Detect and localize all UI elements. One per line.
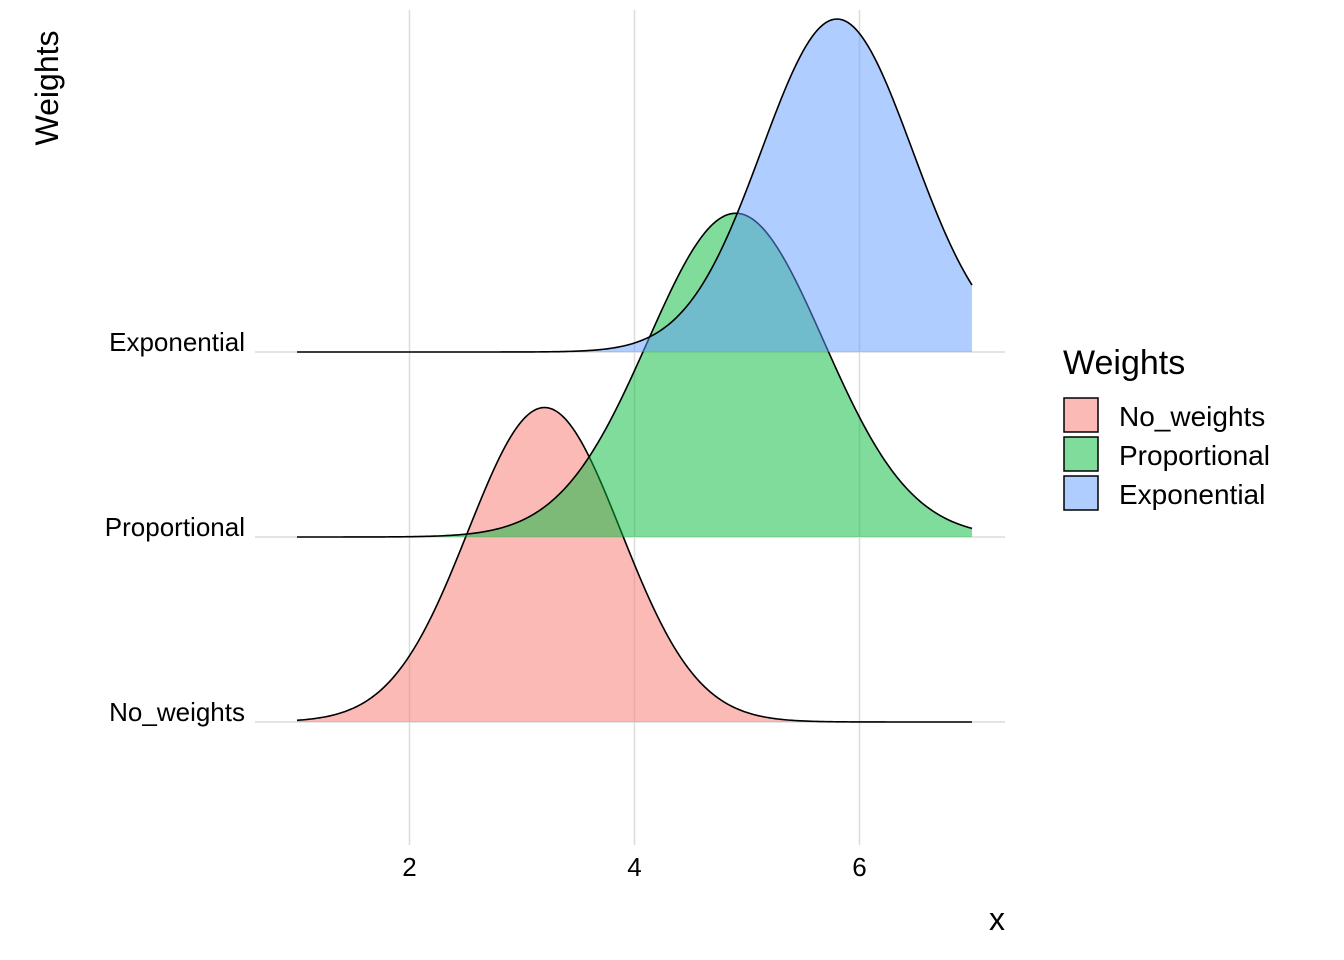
ridge-Proportional — [297, 212, 973, 538]
legend-item-No_weights: No_weights — [1063, 397, 1265, 433]
ridge-area-Proportional — [297, 213, 972, 537]
legend-label-No_weights: No_weights — [1119, 401, 1265, 432]
density-ridges — [296, 18, 973, 723]
x-tick-labels: 2 4 6 — [402, 852, 866, 882]
ridge-outline-No_weights — [296, 406, 972, 723]
ridge-Exponential — [297, 18, 973, 353]
x-axis-title: x — [989, 901, 1005, 937]
x-tick-label-4: 4 — [627, 852, 641, 882]
ridge-area-Exponential — [297, 19, 972, 352]
y-tick-labels: No_weights Proportional Exponential — [105, 327, 245, 727]
legend-swatch-No_weights — [1063, 397, 1099, 433]
y-tick-label-Exponential: Exponential — [109, 327, 245, 357]
legend: Weights No_weights Proportional Exponentia… — [1063, 344, 1270, 511]
y-tick-label-No_weights: No_weights — [109, 697, 245, 727]
x-tick-label-6: 6 — [852, 852, 866, 882]
y-tick-label-Proportional: Proportional — [105, 512, 245, 542]
ridge-No_weights — [296, 406, 972, 723]
legend-label-Proportional: Proportional — [1119, 440, 1270, 471]
legend-item-Exponential: Exponential — [1063, 475, 1265, 511]
legend-label-Exponential: Exponential — [1119, 479, 1265, 510]
legend-swatch-Proportional — [1063, 436, 1099, 472]
ridge-outline-Proportional — [297, 212, 973, 538]
x-tick-label-2: 2 — [402, 852, 416, 882]
legend-swatch-Exponential — [1063, 475, 1099, 511]
legend-item-Proportional: Proportional — [1063, 436, 1270, 472]
ridge-outline-Exponential — [297, 18, 973, 353]
legend-title: Weights — [1063, 344, 1185, 382]
legend-items: No_weights Proportional Exponential — [1063, 397, 1270, 511]
y-axis-title: Weights — [29, 30, 65, 145]
